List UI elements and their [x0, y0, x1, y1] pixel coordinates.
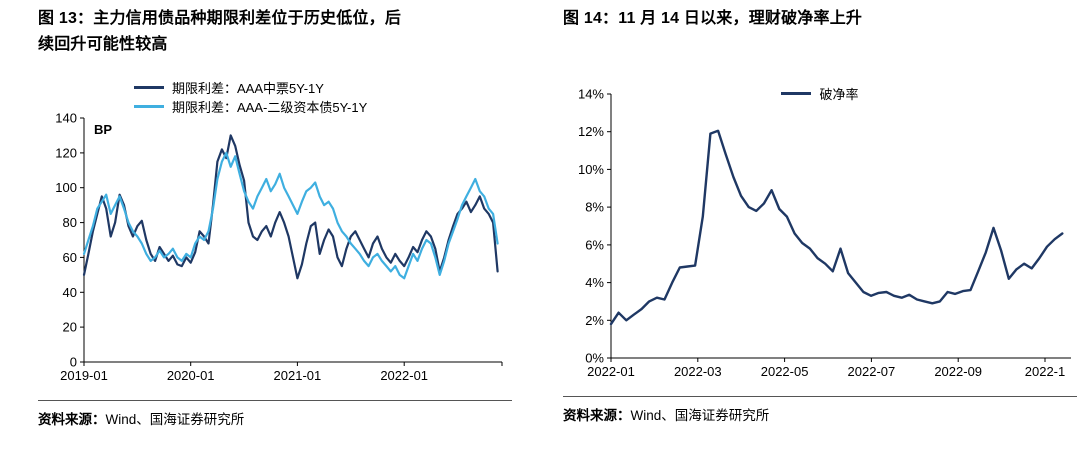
- figure-13-title: 图 13：主力信用债品种期限利差位于历史低位，后 续回升可能性较高: [38, 6, 512, 58]
- svg-text:10%: 10%: [578, 162, 604, 177]
- source-label: 资料来源：: [38, 412, 106, 427]
- svg-text:0%: 0%: [585, 351, 604, 366]
- figure-14-source-note: 资料来源：Wind、国海证券研究所: [563, 396, 1077, 424]
- svg-text:2022-07: 2022-07: [848, 364, 896, 379]
- figure-14-title-line1: 图 14：11 月 14 日以来，理财破净率上升: [563, 10, 863, 27]
- figure-13-title-line1: 图 13：主力信用债品种期限利差位于历史低位，后: [38, 10, 402, 27]
- svg-text:6%: 6%: [585, 237, 604, 252]
- term-spread-line-chart: 0 20 40 60 80 100 120 140 2019-01 2020-01 2021-01 2…: [55, 111, 503, 383]
- svg-text:0: 0: [70, 355, 77, 370]
- svg-text:14%: 14%: [578, 87, 604, 102]
- svg-text:2%: 2%: [585, 313, 604, 328]
- source-label: 资料来源：: [563, 408, 631, 423]
- figure-13-title-line2: 续回升可能性较高: [38, 36, 168, 53]
- svg-text:80: 80: [63, 215, 77, 230]
- legend-item-break-nav-rate: 破净率: [781, 84, 859, 103]
- figure-13-source-note: 资料来源：Wind、国海证券研究所: [38, 400, 512, 428]
- svg-text:20: 20: [63, 320, 77, 335]
- source-text: Wind、国海证券研究所: [630, 408, 770, 423]
- legend-label: 期限利差：AAA中票5Y-1Y: [172, 81, 324, 96]
- svg-text:2022-09: 2022-09: [934, 364, 982, 379]
- svg-text:4%: 4%: [585, 275, 604, 290]
- net-breaking-rate-line-chart: 0% 2% 4% 6% 8% 10% 12% 14% 2022-01 2022-03 2022-05…: [578, 87, 1071, 379]
- figure-14: 图 14：11 月 14 日以来，理财破净率上升 破净率 0% 2% 4% 6% 8% 1…: [563, 6, 1077, 424]
- svg-text:60: 60: [63, 250, 77, 265]
- figure-13-legend: 期限利差：AAA中票5Y-1Y 期限利差：AAA-二级资本债5Y-1Y: [134, 78, 367, 116]
- svg-text:12%: 12%: [578, 124, 604, 139]
- svg-text:2019-01: 2019-01: [60, 368, 108, 383]
- svg-text:BP: BP: [94, 122, 112, 137]
- svg-text:100: 100: [55, 180, 77, 195]
- svg-text:120: 120: [55, 145, 77, 160]
- legend-item-aaa-mtn: 期限利差：AAA中票5Y-1Y: [134, 78, 367, 97]
- figure-13: 图 13：主力信用债品种期限利差位于历史低位，后 续回升可能性较高 期限利差：A…: [38, 6, 512, 428]
- legend-item-aaa-tier2: 期限利差：AAA-二级资本债5Y-1Y: [134, 97, 367, 116]
- line-swatch-icon: [134, 105, 164, 108]
- source-text: Wind、国海证券研究所: [105, 412, 245, 427]
- svg-text:8%: 8%: [585, 200, 604, 215]
- line-swatch-icon: [134, 86, 164, 89]
- line-swatch-icon: [781, 92, 812, 95]
- legend-label: 破净率: [819, 87, 859, 102]
- svg-text:140: 140: [55, 111, 77, 126]
- svg-text:2022-1: 2022-1: [1025, 364, 1065, 379]
- figure-14-title: 图 14：11 月 14 日以来，理财破净率上升: [563, 6, 1077, 32]
- svg-text:2022-01: 2022-01: [587, 364, 635, 379]
- figure-14-legend: 破净率: [563, 84, 1077, 103]
- svg-text:2022-05: 2022-05: [761, 364, 809, 379]
- svg-text:2021-01: 2021-01: [274, 368, 322, 383]
- svg-text:2022-03: 2022-03: [674, 364, 722, 379]
- legend-label: 期限利差：AAA-二级资本债5Y-1Y: [172, 100, 368, 115]
- svg-text:2020-01: 2020-01: [167, 368, 215, 383]
- svg-text:2022-01: 2022-01: [380, 368, 428, 383]
- svg-text:40: 40: [63, 285, 77, 300]
